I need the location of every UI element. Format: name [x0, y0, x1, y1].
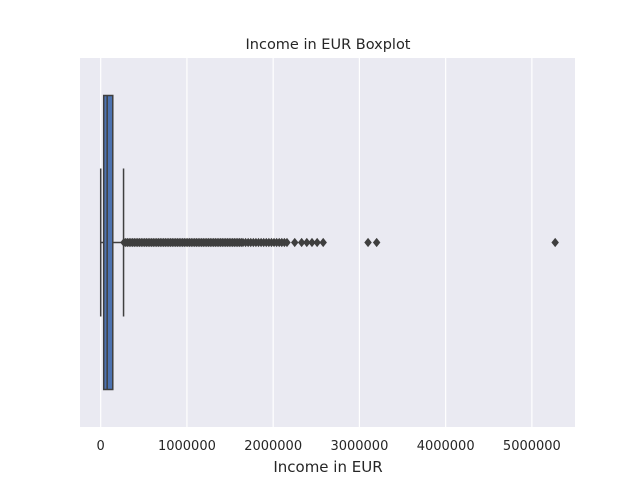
outlier-markers [120, 237, 559, 248]
x-axis-label: Income in EUR [273, 458, 382, 476]
outlier-point [308, 237, 316, 248]
x-tick-label: 2000000 [244, 439, 302, 454]
outlier-point [313, 237, 321, 248]
outlier-point [372, 237, 381, 248]
outlier-point [364, 237, 372, 248]
outlier-point [551, 237, 559, 248]
outlier-point [303, 237, 311, 248]
x-tick-label: 1000000 [158, 439, 216, 454]
x-tick-label: 5000000 [503, 439, 561, 454]
outlier-point [297, 237, 306, 248]
outlier-point [283, 237, 291, 248]
x-tick-label: 0 [97, 439, 105, 454]
interquartile-box [102, 94, 114, 391]
chart-title: Income in EUR Boxplot [246, 37, 411, 53]
x-axis-ticks: 0 1000000 2000000 3000000 4000000 5000000 [97, 439, 561, 454]
x-tick-label: 4000000 [417, 439, 475, 454]
outlier-point [290, 237, 299, 248]
outlier-point [319, 237, 327, 248]
x-tick-label: 3000000 [330, 439, 388, 454]
